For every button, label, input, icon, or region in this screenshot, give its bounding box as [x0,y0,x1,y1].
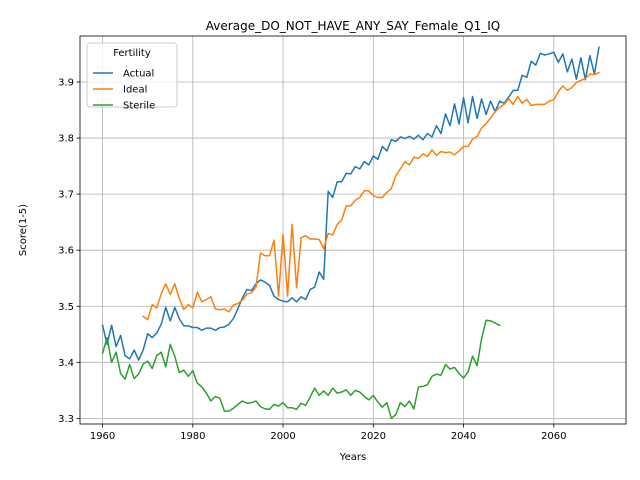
x-tick-label: 1980 [180,431,205,442]
x-tick-label: 2000 [270,431,295,442]
legend-label-ideal: Ideal [123,85,147,96]
grid [80,36,626,424]
y-tick-label: 3.3 [58,414,74,425]
legend-box [86,42,178,108]
y-axis: 3.3 3.4 3.5 3.6 3.7 3.8 3.9 [58,77,80,425]
x-tick-label: 2020 [361,431,386,442]
series-line-actual [101,46,600,361]
y-tick-label: 3.5 [58,302,74,313]
plot-frame [79,35,627,425]
legend-title: Fertility [113,48,151,59]
series-line-sterile [101,319,501,420]
legend-label-actual: Actual [123,69,154,80]
chart-title: Average_DO_NOT_HAVE_ANY_SAY_Female_Q1_IQ [206,19,500,33]
y-tick-label: 3.9 [58,77,74,88]
x-tick-label: 2060 [541,431,566,442]
plot-lines [101,46,600,420]
y-tick-label: 3.6 [58,246,74,257]
y-axis-label: Score(1-5) [18,204,29,256]
y-tick-label: 3.7 [58,190,74,201]
x-axis: 1960 1980 2000 2020 2040 2060 [90,424,567,442]
x-tick-label: 1960 [90,431,115,442]
legend: Fertility Actual Ideal Sterile [86,42,178,112]
y-tick-label: 3.8 [58,134,74,145]
series-line-ideal [142,71,600,321]
x-axis-label: Years [339,452,366,463]
legend-items: Actual Ideal Sterile [93,69,155,112]
legend-label-sterile: Sterile [123,101,155,112]
y-tick-label: 3.4 [58,358,74,369]
x-tick-label: 2040 [451,431,476,442]
